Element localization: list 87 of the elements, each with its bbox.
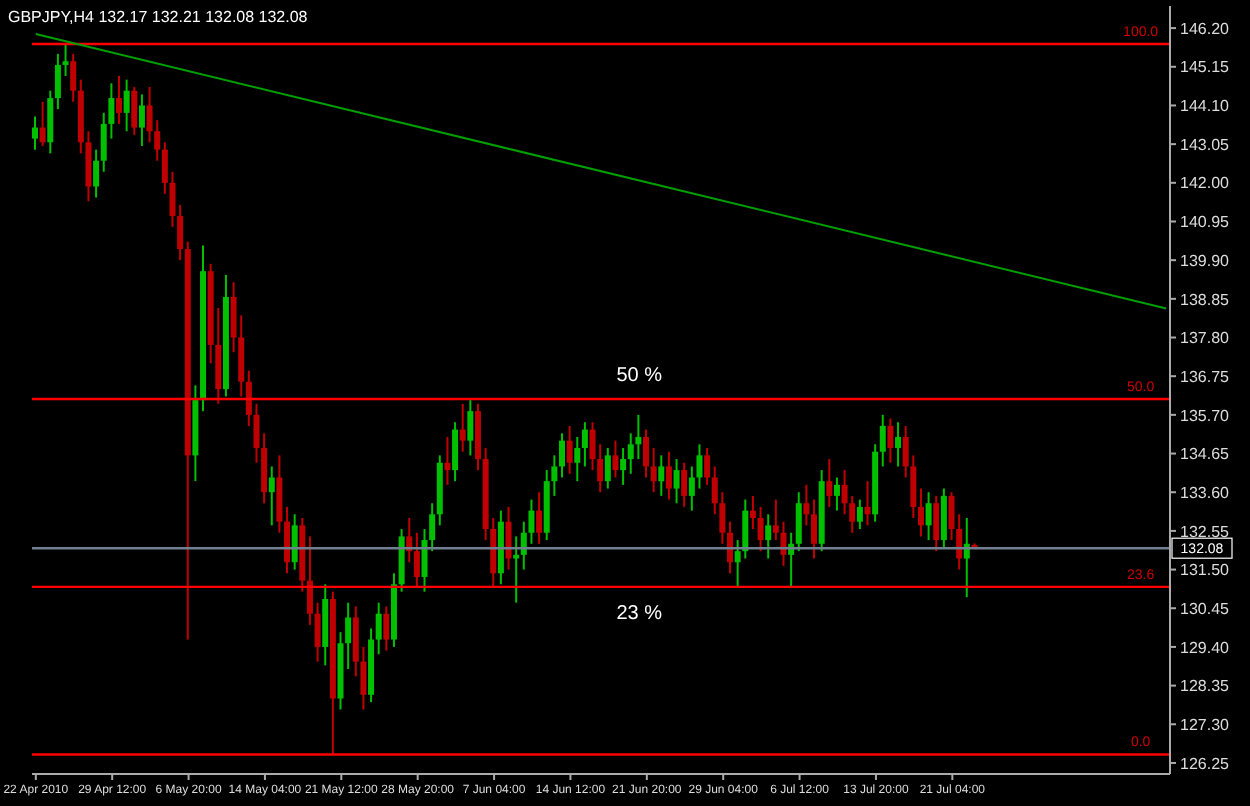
chart-title: GBPJPY,H4 132.17 132.21 132.08 132.08 [8,8,309,26]
candlestick [803,483,810,527]
y-tick-label: 138.85 [1180,290,1231,309]
candlestick [879,413,886,468]
candlestick [459,402,466,453]
candlestick [620,447,627,486]
candlestick [116,74,123,125]
y-tick-label: 136.75 [1180,367,1231,386]
candlestick [581,421,588,468]
y-tick-label: 142.00 [1180,174,1231,193]
y-tick-label: 127.30 [1180,715,1231,734]
candlestick [681,461,688,508]
candlestick [261,432,268,505]
candlestick [604,447,611,490]
candlestick [413,531,420,589]
y-tick-label: 131.50 [1180,561,1231,580]
candlestick [474,402,481,472]
candlestick [566,424,573,475]
candlestick [39,100,46,147]
candlestick [643,428,650,479]
candlestick [375,601,382,656]
candlestick [833,476,840,512]
candlestick [917,487,924,538]
candlestick [314,601,321,663]
candlestick [505,505,512,571]
candlestick [123,78,130,133]
candlestick [940,487,947,549]
y-tick-label: 129.40 [1180,638,1231,657]
candlestick [864,480,871,527]
y-tick-label: 130.45 [1180,599,1231,618]
candlestick [62,42,69,77]
candlestick [291,513,298,571]
candlestick [765,513,772,560]
candlestick [177,203,184,262]
candlestick [138,93,145,147]
candlestick [757,505,764,553]
candlestick [513,535,520,604]
candlestick [826,458,833,508]
candlestick [933,494,940,553]
candlestick [306,535,313,626]
candlestick [93,148,100,199]
candlestick [612,439,619,479]
candlestick [856,498,863,531]
y-tick-label: 126.25 [1180,754,1231,773]
y-tick-label: 128.35 [1180,677,1231,696]
y-tick-label: 137.80 [1180,329,1231,348]
candlestick [54,52,61,111]
candlestick [284,505,291,575]
candlestick [444,435,451,486]
candlestick [558,432,565,479]
candlestick [276,454,283,534]
y-tick-label: 135.70 [1180,406,1231,425]
y-tick-label: 134.65 [1180,445,1231,464]
candlestick [895,421,902,468]
candlestick [658,454,665,497]
candlestick [925,491,932,542]
candlestick [383,605,390,652]
candlestick [536,491,543,545]
candlestick [467,399,474,457]
candlestick [795,491,802,553]
y-tick-label: 139.90 [1180,251,1231,270]
candlestick [704,447,711,486]
y-tick-label: 146.20 [1180,19,1231,38]
candlestick [749,494,756,531]
candlestick [47,89,54,155]
candlestick [70,52,77,103]
candlestick [322,583,329,667]
candlestick [574,435,581,483]
y-tick-label: 145.15 [1180,58,1231,77]
y-tick-label: 144.10 [1180,97,1231,116]
candlestick [887,417,894,464]
candlestick [131,86,138,136]
y-tick-label: 132.55 [1180,522,1231,541]
candlestick [811,498,818,560]
annotation: 23 % [616,603,663,626]
candlestick [673,458,680,505]
y-tick-label: 133.60 [1180,483,1231,502]
candlestick [268,465,275,527]
candlestick [665,450,672,501]
candlestick [398,528,405,593]
y-tick-label: 143.05 [1180,135,1231,154]
candlestick [727,520,734,575]
candlestick [452,421,459,483]
candlestick [650,447,657,494]
candlestick [32,115,38,151]
y-tick-label: 140.95 [1180,213,1231,232]
annotation: 50 % [616,365,663,388]
